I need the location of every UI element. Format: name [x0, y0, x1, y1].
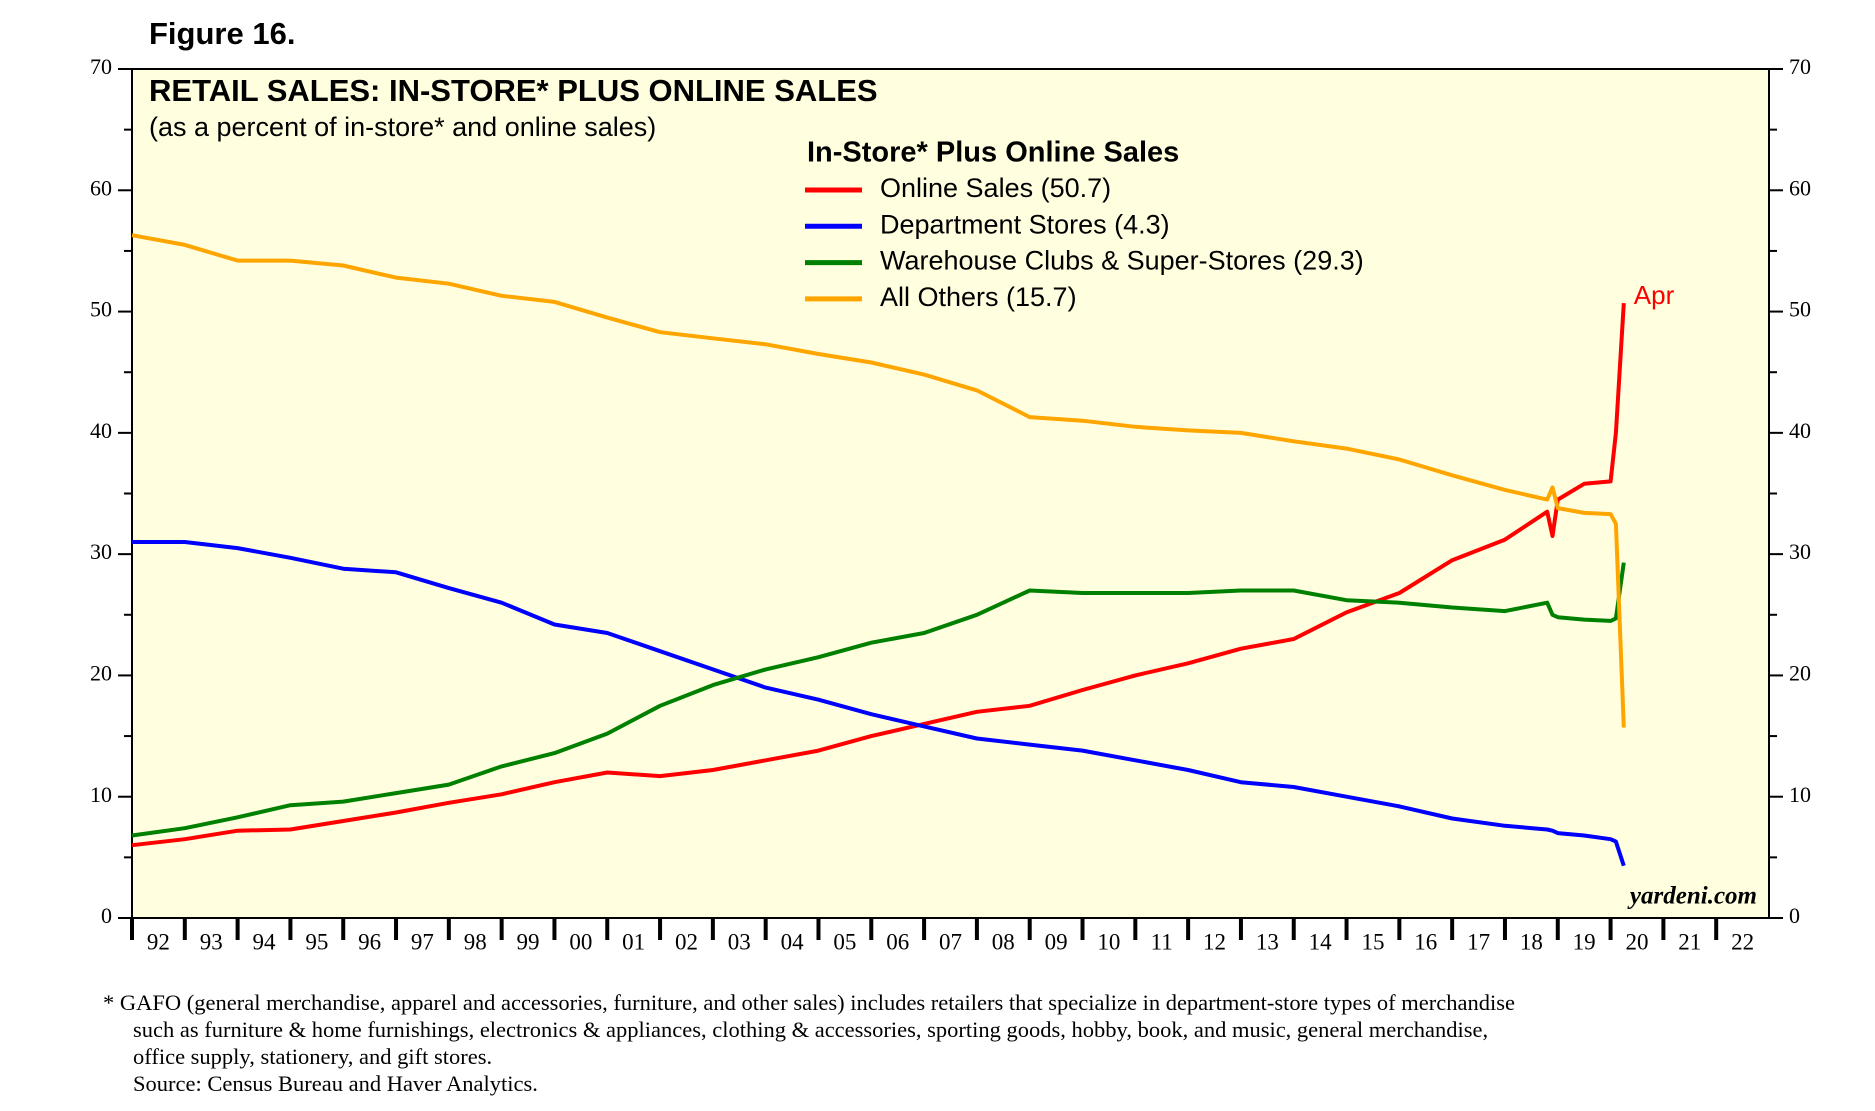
legend-label: Department Stores (4.3) [880, 209, 1170, 239]
series-line [131, 233, 1626, 728]
y2-tick-label: 30 [1789, 539, 1811, 564]
x-tick-label: 06 [886, 929, 909, 954]
y-tick-label: 30 [90, 539, 112, 564]
y-tick-label: 50 [90, 297, 112, 322]
annotation: Apr [1634, 280, 1675, 310]
x-tick-label: 98 [464, 929, 487, 954]
x-tick-label: 18 [1520, 929, 1543, 954]
y2-tick-label: 20 [1789, 660, 1811, 685]
y-tick-label: 40 [90, 418, 112, 443]
y-tick-label: 60 [90, 175, 112, 200]
figure-label: Figure 16. [149, 16, 295, 51]
x-tick-label: 92 [147, 929, 170, 954]
x-tick-label: 97 [411, 929, 434, 954]
chart-title: RETAIL SALES: IN-STORE* PLUS ONLINE SALE… [149, 73, 878, 108]
x-tick-label: 94 [253, 929, 277, 954]
x-tick-label: 08 [992, 929, 1015, 954]
x-tick-label: 01 [622, 929, 645, 954]
legend-title: In-Store* Plus Online Sales [807, 137, 1179, 169]
x-tick-label: 19 [1573, 929, 1596, 954]
legend-label: Online Sales (50.7) [880, 173, 1111, 203]
y2-tick-label: 50 [1789, 297, 1811, 322]
y-tick-label: 0 [101, 903, 112, 928]
plot-area [131, 68, 1770, 919]
legend-label: All Others (15.7) [880, 282, 1077, 312]
x-tick-label: 99 [517, 929, 540, 954]
x-tick-label: 00 [569, 929, 592, 954]
x-tick-label: 22 [1731, 929, 1754, 954]
x-tick-label: 12 [1203, 929, 1226, 954]
x-tick-label: 05 [833, 929, 856, 954]
series-line [131, 562, 1626, 838]
x-tick-label: 07 [939, 929, 962, 954]
y-tick-label: 20 [90, 660, 112, 685]
y-tick-label: 10 [90, 782, 112, 807]
x-tick-label: 13 [1256, 929, 1279, 954]
x-tick-label: 93 [200, 929, 223, 954]
x-tick-label: 17 [1467, 929, 1490, 954]
x-tick-label: 03 [728, 929, 751, 954]
y-tick-label: 70 [90, 54, 112, 79]
legend-label: Warehouse Clubs & Super-Stores (29.3) [880, 246, 1364, 276]
footnote: Source: Census Bureau and Haver Analytic… [133, 1071, 538, 1096]
y2-tick-label: 60 [1789, 175, 1811, 200]
footnote: office supply, stationery, and gift stor… [133, 1044, 492, 1069]
watermark: yardeni.com [1627, 883, 1757, 910]
y2-tick-label: 10 [1789, 782, 1811, 807]
x-tick-label: 16 [1414, 929, 1437, 954]
series-line [132, 540, 1626, 867]
chart-subtitle: (as a percent of in-store* and online sa… [149, 112, 656, 142]
x-tick-label: 95 [305, 929, 328, 954]
series-line [131, 302, 1626, 848]
y2-tick-label: 0 [1789, 903, 1800, 928]
x-tick-label: 21 [1678, 929, 1701, 954]
footnote: * GAFO (general merchandise, apparel and… [103, 990, 1515, 1015]
x-tick-label: 04 [781, 929, 805, 954]
x-tick-label: 15 [1361, 929, 1384, 954]
footnote: such as furniture & home furnishings, el… [133, 1017, 1488, 1042]
x-tick-label: 20 [1625, 929, 1648, 954]
x-tick-label: 14 [1309, 929, 1333, 954]
x-tick-label: 02 [675, 929, 698, 954]
x-tick-label: 11 [1151, 929, 1173, 954]
y2-tick-label: 40 [1789, 418, 1811, 443]
x-tick-label: 96 [358, 929, 381, 954]
x-tick-label: 09 [1045, 929, 1068, 954]
y2-tick-label: 70 [1789, 54, 1811, 79]
x-tick-label: 10 [1097, 929, 1120, 954]
